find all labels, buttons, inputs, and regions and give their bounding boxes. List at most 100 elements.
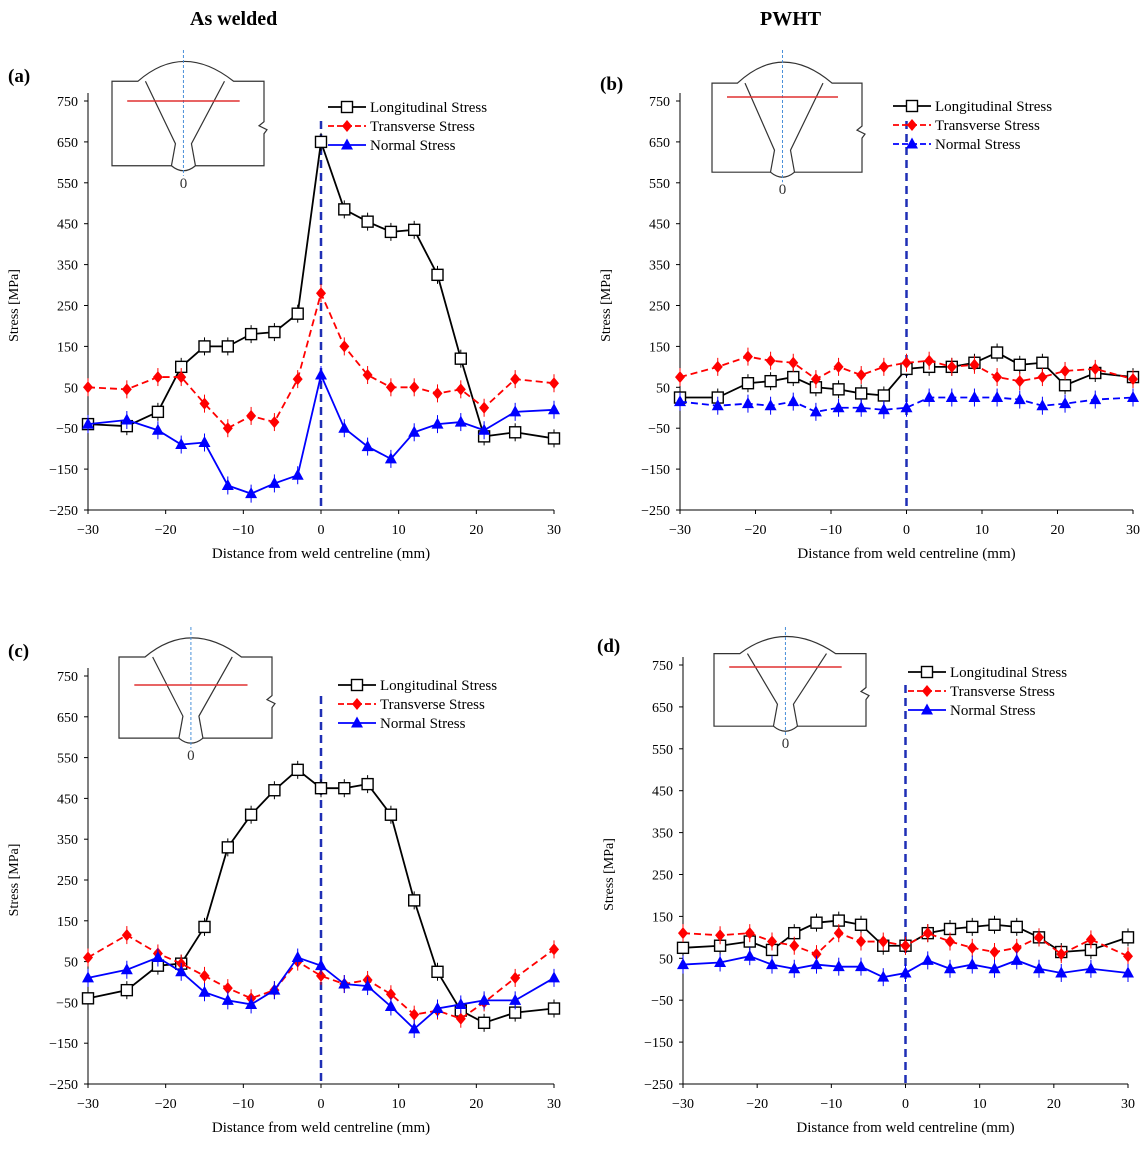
legend: Longitudinal Stress Transverse Stress Norm… — [908, 665, 1067, 719]
x-tick-label: −30 — [672, 1097, 694, 1112]
y-tick-label: 550 — [652, 743, 673, 758]
y-tick-label: 650 — [57, 711, 78, 726]
data-point — [855, 960, 867, 972]
data-point — [244, 327, 258, 341]
y-tick-label: −50 — [56, 422, 78, 437]
x-axis-title: Distance from weld centreline (mm) — [797, 546, 1015, 562]
data-point — [767, 935, 777, 948]
data-point — [810, 916, 823, 929]
panel-label: (b) — [600, 74, 623, 95]
x-tick-label: −30 — [77, 1097, 99, 1112]
data-point — [1010, 953, 1023, 965]
data-point — [198, 920, 211, 934]
data-point — [1059, 397, 1072, 409]
legend-marker — [922, 685, 932, 697]
data-point — [268, 784, 281, 797]
data-point — [991, 391, 1004, 403]
series-transverse-stress — [83, 284, 559, 438]
data-point — [901, 356, 912, 369]
data-point — [1122, 966, 1134, 978]
data-point — [832, 383, 845, 396]
data-point — [988, 962, 1001, 974]
y-tick-label: 450 — [57, 792, 78, 807]
data-point — [1090, 362, 1101, 375]
data-point — [833, 360, 844, 373]
y-tick-label: 250 — [57, 300, 78, 315]
data-point — [268, 476, 281, 488]
weld-joint-inset: 0 — [713, 627, 870, 752]
y-tick-label: −250 — [49, 1078, 78, 1093]
legend-marker — [351, 716, 363, 728]
legend-entry: Normal Stress — [950, 703, 1036, 719]
data-point — [316, 287, 326, 300]
groove-right — [792, 653, 827, 727]
data-point — [338, 203, 351, 216]
legend-marker — [342, 120, 352, 132]
data-point — [1058, 379, 1072, 392]
data-point — [431, 417, 444, 429]
x-tick-label: 0 — [318, 523, 325, 538]
data-point — [1010, 920, 1023, 934]
data-point — [1123, 950, 1133, 963]
legend-entry: Normal Stress — [935, 137, 1021, 153]
legend-entry: Normal Stress — [370, 138, 456, 154]
y-tick-label: −150 — [49, 463, 78, 478]
inset-origin-label: 0 — [187, 748, 195, 764]
groove-left — [744, 82, 776, 173]
data-point — [509, 993, 522, 1005]
data-point — [269, 416, 280, 429]
data-point — [315, 959, 327, 971]
y-tick-label: −150 — [644, 1036, 673, 1051]
data-point — [478, 423, 491, 435]
data-point — [120, 413, 133, 425]
data-point — [291, 951, 304, 963]
data-point — [510, 373, 521, 386]
legend-entry: Normal Stress — [380, 716, 466, 732]
inset-origin-label: 0 — [779, 182, 787, 198]
data-point — [121, 929, 132, 942]
data-point — [1056, 948, 1067, 961]
groove-right — [198, 656, 233, 739]
weld-joint-inset: 0 — [118, 627, 276, 764]
data-point — [1060, 364, 1071, 377]
data-point — [676, 941, 690, 955]
data-point — [338, 782, 351, 795]
y-tick-label: 50 — [64, 956, 78, 971]
data-point — [877, 389, 891, 402]
series-normal-stress — [674, 388, 1139, 421]
y-tick-label: 150 — [652, 910, 673, 925]
y-tick-label: 250 — [652, 869, 673, 884]
data-point — [479, 401, 490, 414]
data-point — [151, 423, 164, 435]
groove-left — [144, 81, 177, 166]
data-point — [268, 325, 281, 339]
chart-panel-c: (c) 750 650 550 450 350 250 150 50 −50 −150 −250 −30… — [7, 627, 561, 1136]
data-point — [1127, 391, 1139, 403]
chart-panel-d: (d) 750 650 550 450 350 250 150 50 −50 −150 −250 −30… — [597, 627, 1135, 1136]
data-point — [856, 369, 867, 382]
data-point — [549, 943, 559, 956]
data-point — [1036, 399, 1049, 411]
plate-outline — [111, 61, 268, 172]
legend-entry: Transverse Stress — [370, 119, 475, 135]
legend-marker — [340, 100, 354, 114]
data-point — [677, 958, 689, 970]
data-point — [175, 965, 188, 977]
data-point — [1034, 931, 1044, 944]
data-point — [789, 939, 800, 952]
data-point — [83, 381, 93, 394]
y-tick-label: −50 — [648, 422, 670, 437]
data-point — [198, 985, 211, 997]
series-normal-stress — [82, 948, 560, 1038]
data-point — [361, 215, 374, 228]
data-point — [1013, 358, 1026, 372]
data-point — [409, 381, 420, 394]
y-tick-label: 650 — [57, 136, 78, 151]
data-point — [900, 939, 911, 952]
data-point — [877, 970, 890, 982]
data-point — [743, 949, 756, 961]
data-point — [788, 356, 799, 369]
y-tick-label: 550 — [649, 177, 670, 192]
legend-entry: Longitudinal Stress — [950, 665, 1067, 681]
data-point — [988, 918, 1001, 931]
